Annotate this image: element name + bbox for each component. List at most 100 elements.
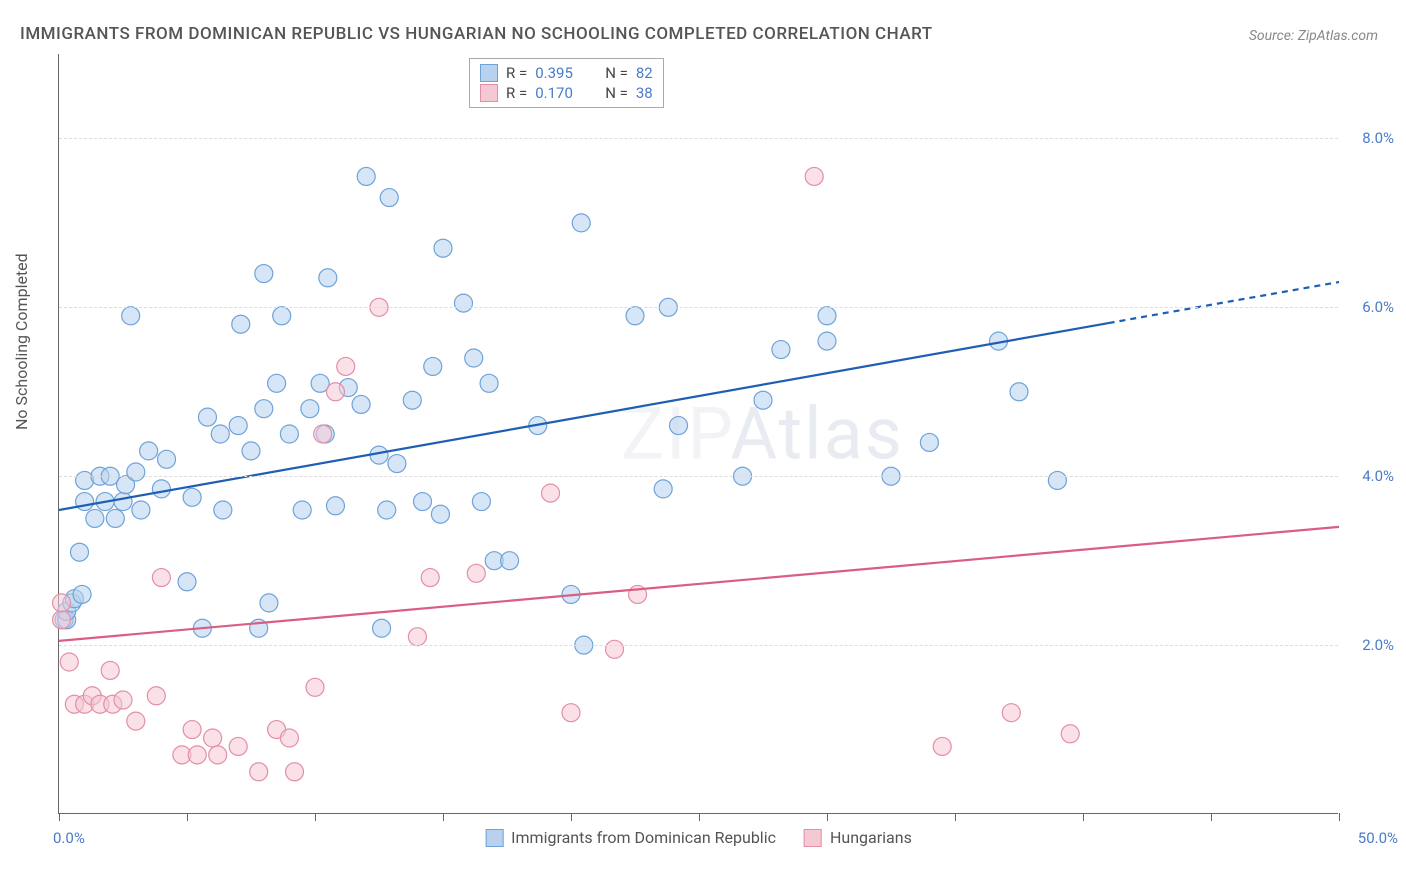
data-point bbox=[805, 167, 823, 185]
data-point bbox=[211, 425, 229, 443]
data-point bbox=[501, 552, 519, 570]
data-point bbox=[86, 509, 104, 527]
stats-legend: R = 0.395 N = 82 R = 0.170 N = 38 bbox=[469, 58, 664, 108]
trend-line bbox=[59, 527, 1339, 641]
data-point bbox=[183, 721, 201, 739]
swatch-series-1-bottom bbox=[485, 829, 503, 847]
series-legend: Immigrants from Dominican Republic Hunga… bbox=[485, 828, 912, 847]
data-point bbox=[280, 729, 298, 747]
data-point bbox=[122, 307, 140, 325]
data-point bbox=[314, 425, 332, 443]
data-point bbox=[232, 315, 250, 333]
x-axis-max-label: 50.0% bbox=[1358, 829, 1398, 847]
gridline bbox=[59, 476, 1338, 477]
data-point bbox=[286, 763, 304, 781]
data-point bbox=[1061, 725, 1079, 743]
x-tick bbox=[1211, 813, 1212, 821]
plot-area: ZIPAtlas R = 0.395 N = 82 R = 0.170 N = … bbox=[58, 54, 1338, 814]
data-point bbox=[204, 729, 222, 747]
data-point bbox=[654, 480, 672, 498]
data-point bbox=[114, 493, 132, 511]
chart-svg bbox=[59, 54, 1338, 813]
data-point bbox=[626, 307, 644, 325]
data-point bbox=[421, 569, 439, 587]
data-point bbox=[403, 391, 421, 409]
data-point bbox=[158, 450, 176, 468]
y-tick-label: 2.0% bbox=[1362, 636, 1394, 654]
data-point bbox=[920, 433, 938, 451]
data-point bbox=[562, 704, 580, 722]
y-tick-label: 8.0% bbox=[1362, 129, 1394, 147]
data-point bbox=[183, 488, 201, 506]
data-point bbox=[132, 501, 150, 519]
data-point bbox=[229, 417, 247, 435]
n-label: N = bbox=[605, 64, 628, 82]
data-point bbox=[301, 400, 319, 418]
data-point bbox=[337, 357, 355, 375]
data-point bbox=[229, 737, 247, 755]
data-point bbox=[572, 214, 590, 232]
data-point bbox=[408, 628, 426, 646]
data-point bbox=[480, 374, 498, 392]
chart-title: IMMIGRANTS FROM DOMINICAN REPUBLIC VS HU… bbox=[20, 24, 933, 44]
r-label: R = bbox=[506, 84, 527, 102]
data-point bbox=[467, 564, 485, 582]
data-point bbox=[209, 746, 227, 764]
data-point bbox=[214, 501, 232, 519]
data-point bbox=[772, 341, 790, 359]
data-point bbox=[73, 585, 91, 603]
data-point bbox=[431, 505, 449, 523]
x-tick bbox=[699, 813, 700, 821]
data-point bbox=[147, 687, 165, 705]
data-point bbox=[754, 391, 772, 409]
n-value-1: 82 bbox=[636, 64, 653, 82]
data-point bbox=[114, 691, 132, 709]
data-point bbox=[60, 653, 78, 671]
data-point bbox=[273, 307, 291, 325]
data-point bbox=[414, 493, 432, 511]
data-point bbox=[268, 374, 286, 392]
data-point bbox=[454, 294, 472, 312]
data-point bbox=[255, 400, 273, 418]
x-tick bbox=[955, 813, 956, 821]
data-point bbox=[373, 619, 391, 637]
x-axis-min-label: 0.0% bbox=[53, 829, 85, 847]
r-label: R = bbox=[506, 64, 527, 82]
data-point bbox=[53, 594, 71, 612]
r-value-2: 0.170 bbox=[535, 84, 589, 102]
data-point bbox=[326, 497, 344, 515]
data-point bbox=[280, 425, 298, 443]
y-tick-label: 4.0% bbox=[1362, 467, 1394, 485]
data-point bbox=[293, 501, 311, 519]
x-tick bbox=[315, 813, 316, 821]
data-point bbox=[434, 239, 452, 257]
data-point bbox=[101, 661, 119, 679]
data-point bbox=[70, 543, 88, 561]
data-point bbox=[818, 332, 836, 350]
swatch-series-1 bbox=[480, 64, 498, 82]
data-point bbox=[933, 737, 951, 755]
data-point bbox=[388, 455, 406, 473]
data-point bbox=[255, 265, 273, 283]
swatch-series-2-bottom bbox=[804, 829, 822, 847]
data-point bbox=[306, 678, 324, 696]
data-point bbox=[542, 484, 560, 502]
data-point bbox=[472, 493, 490, 511]
series-legend-item-2: Hungarians bbox=[804, 828, 912, 847]
data-point bbox=[1010, 383, 1028, 401]
data-point bbox=[106, 509, 124, 527]
data-point bbox=[76, 493, 94, 511]
trend-line-dashed bbox=[1109, 282, 1339, 323]
swatch-series-2 bbox=[480, 84, 498, 102]
data-point bbox=[424, 357, 442, 375]
stats-legend-row-1: R = 0.395 N = 82 bbox=[480, 63, 653, 83]
x-tick bbox=[827, 813, 828, 821]
data-point bbox=[818, 307, 836, 325]
data-point bbox=[198, 408, 216, 426]
stats-legend-row-2: R = 0.170 N = 38 bbox=[480, 83, 653, 103]
data-point bbox=[1002, 704, 1020, 722]
y-tick-label: 6.0% bbox=[1362, 298, 1394, 316]
data-point bbox=[465, 349, 483, 367]
y-axis-label: No Schooling Completed bbox=[12, 253, 31, 430]
n-value-2: 38 bbox=[636, 84, 653, 102]
